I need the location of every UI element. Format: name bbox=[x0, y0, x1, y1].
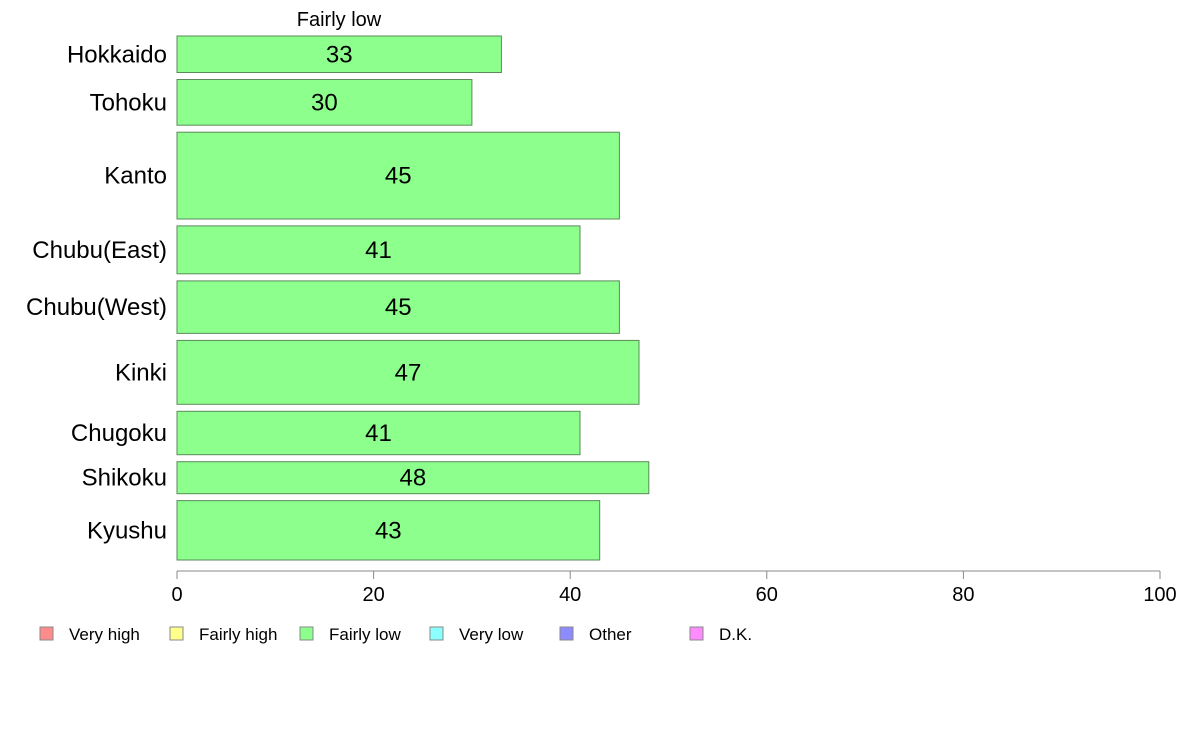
value-label-hokkaido: 33 bbox=[326, 41, 353, 68]
bar-kanto bbox=[176, 131, 620, 220]
legend-swatch-very-low bbox=[429, 626, 444, 641]
legend-swatch-fairly-high bbox=[169, 626, 184, 641]
bar-chubu-east bbox=[176, 225, 581, 275]
legend-label-other: Other bbox=[589, 625, 632, 644]
value-label-shikoku: 48 bbox=[400, 465, 427, 492]
legend: Very high Fairly high Fairly low Very low Ot… bbox=[39, 625, 752, 644]
category-label-kinki: Kinki bbox=[115, 359, 167, 386]
bar-kyushu bbox=[176, 500, 601, 561]
value-label-tohoku: 30 bbox=[311, 89, 338, 116]
bar-tohoku bbox=[176, 79, 473, 126]
value-label-kanto: 45 bbox=[385, 163, 412, 190]
legend-label-very-high: Very high bbox=[69, 625, 140, 644]
x-tick-label: 40 bbox=[559, 584, 581, 606]
x-tick-label: 20 bbox=[362, 584, 384, 606]
bar-chubu-west bbox=[176, 280, 620, 334]
value-label-kinki: 47 bbox=[395, 359, 422, 386]
x-tick-label: 60 bbox=[756, 584, 778, 606]
legend-swatch-very-high bbox=[39, 626, 54, 641]
legend-label-fairly-high: Fairly high bbox=[199, 625, 277, 644]
legend-label-d-k: D.K. bbox=[719, 625, 752, 644]
legend-swatch-fairly-low bbox=[299, 626, 314, 641]
bar-chugoku bbox=[176, 410, 581, 456]
category-label-kyushu: Kyushu bbox=[87, 517, 167, 544]
bars-group: Hokkaido 33 Tohoku 30 Kanto 45 Chubu(East) 41 Ch… bbox=[26, 35, 650, 561]
legend-label-fairly-low: Fairly low bbox=[329, 625, 402, 644]
bar-kinki bbox=[176, 339, 640, 405]
legend-swatch-other bbox=[559, 626, 574, 641]
x-tick-label: 80 bbox=[952, 584, 974, 606]
value-label-kyushu: 43 bbox=[375, 517, 402, 544]
series-title: Fairly low bbox=[297, 9, 382, 31]
category-label-kanto: Kanto bbox=[104, 163, 167, 190]
legend-label-very-low: Very low bbox=[459, 625, 524, 644]
bar-shikoku bbox=[176, 461, 650, 495]
category-label-chugoku: Chugoku bbox=[71, 420, 167, 447]
x-tick-label: 100 bbox=[1143, 584, 1176, 606]
legend-swatch-d-k bbox=[689, 626, 704, 641]
category-label-chubu-east: Chubu(East) bbox=[32, 237, 167, 264]
value-label-chubu-west: 45 bbox=[385, 294, 412, 321]
value-label-chubu-east: 41 bbox=[365, 237, 392, 264]
bar-hokkaido bbox=[176, 35, 502, 73]
value-label-chugoku: 41 bbox=[365, 420, 392, 447]
category-label-tohoku: Tohoku bbox=[90, 89, 167, 116]
category-label-chubu-west: Chubu(West) bbox=[26, 294, 167, 321]
x-tick-label: 0 bbox=[171, 584, 182, 606]
x-axis: 0 20 40 60 80 100 bbox=[171, 570, 1177, 606]
category-label-shikoku: Shikoku bbox=[82, 465, 167, 492]
category-label-hokkaido: Hokkaido bbox=[67, 41, 167, 68]
